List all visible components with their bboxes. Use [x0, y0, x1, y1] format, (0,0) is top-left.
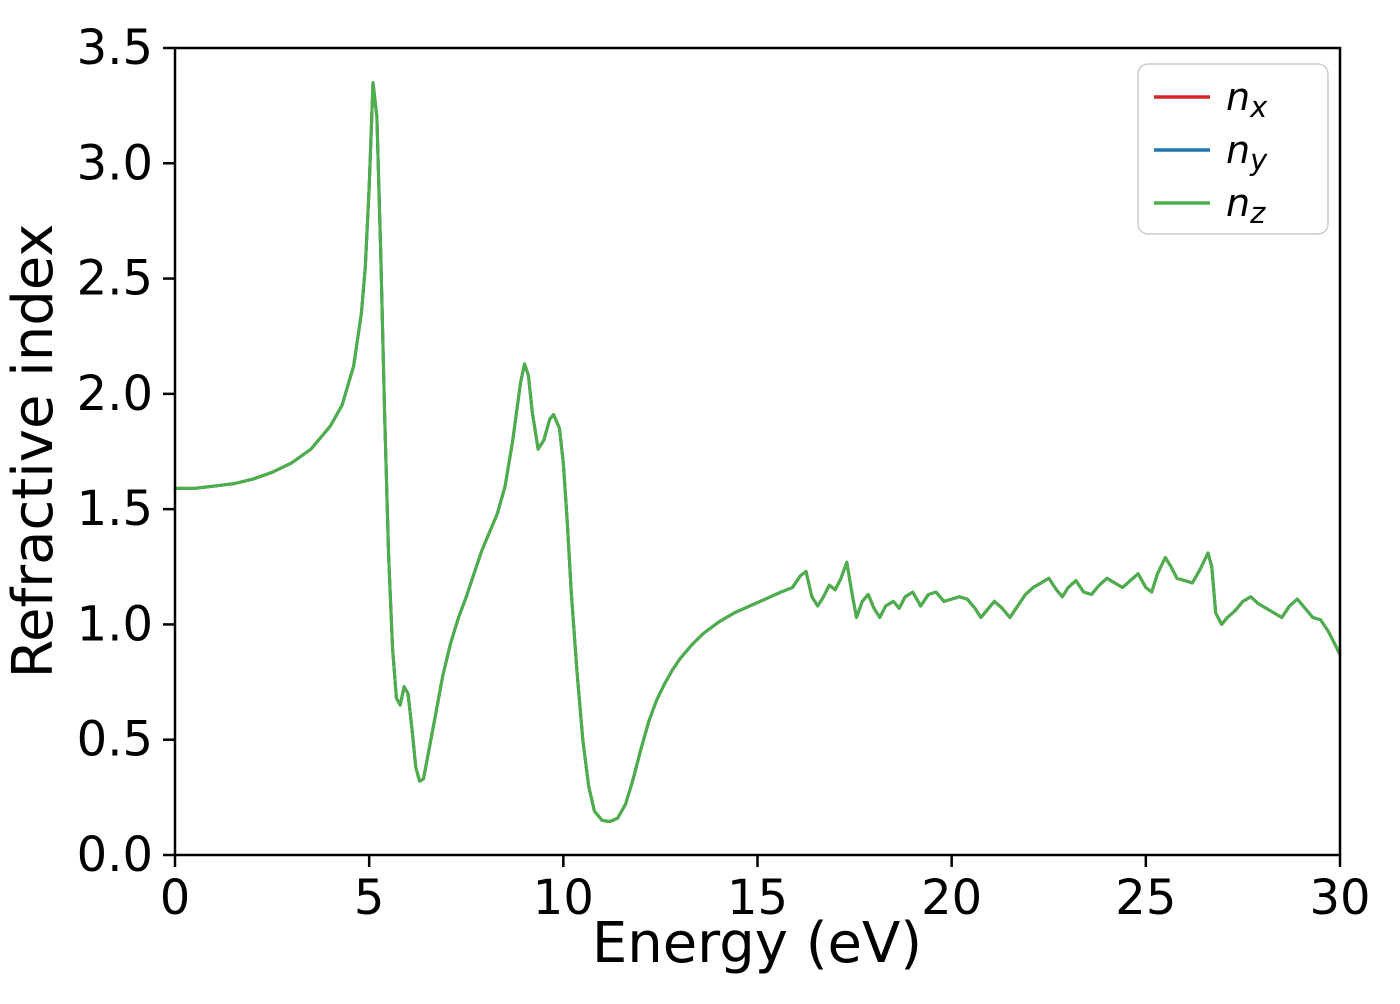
y-tick-label: 2.0 — [77, 366, 153, 422]
y-tick-label: 1.5 — [77, 481, 153, 537]
legend-label-nx: nx — [1226, 75, 1268, 124]
x-tick-label: 10 — [533, 870, 594, 926]
x-tick-label: 20 — [921, 870, 982, 926]
y-tick-label: 3.5 — [77, 20, 153, 76]
x-tick-label: 15 — [727, 870, 788, 926]
y-tick-label: 1.0 — [77, 596, 153, 652]
legend-label-nz: nz — [1226, 181, 1266, 230]
axis-ticks: 0 5 10 15 20 25 30 0.0 0.5 1.0 1.5 2.0 2.5 3.0 3.5 — [77, 20, 1371, 926]
y-tick-label: 0.5 — [77, 712, 153, 768]
y-tick-label: 0.0 — [77, 827, 153, 883]
legend-label-ny: ny — [1226, 128, 1268, 177]
x-tick-label: 0 — [160, 870, 191, 926]
y-tick-label: 2.5 — [77, 251, 153, 307]
axes-frame — [173, 46, 1342, 857]
x-axis-label: Energy (eV) — [592, 911, 922, 976]
x-tick-label: 30 — [1309, 870, 1370, 926]
x-tick-label: 5 — [354, 870, 385, 926]
y-axis-label: Refractive index — [1, 224, 66, 679]
y-tick-label: 3.0 — [77, 135, 153, 191]
x-tick-label: 25 — [1115, 870, 1176, 926]
series-lines — [173, 81, 1342, 824]
legend-box — [1137, 63, 1329, 235]
series-line-nz — [173, 81, 1342, 824]
plot-border — [173, 46, 1342, 857]
